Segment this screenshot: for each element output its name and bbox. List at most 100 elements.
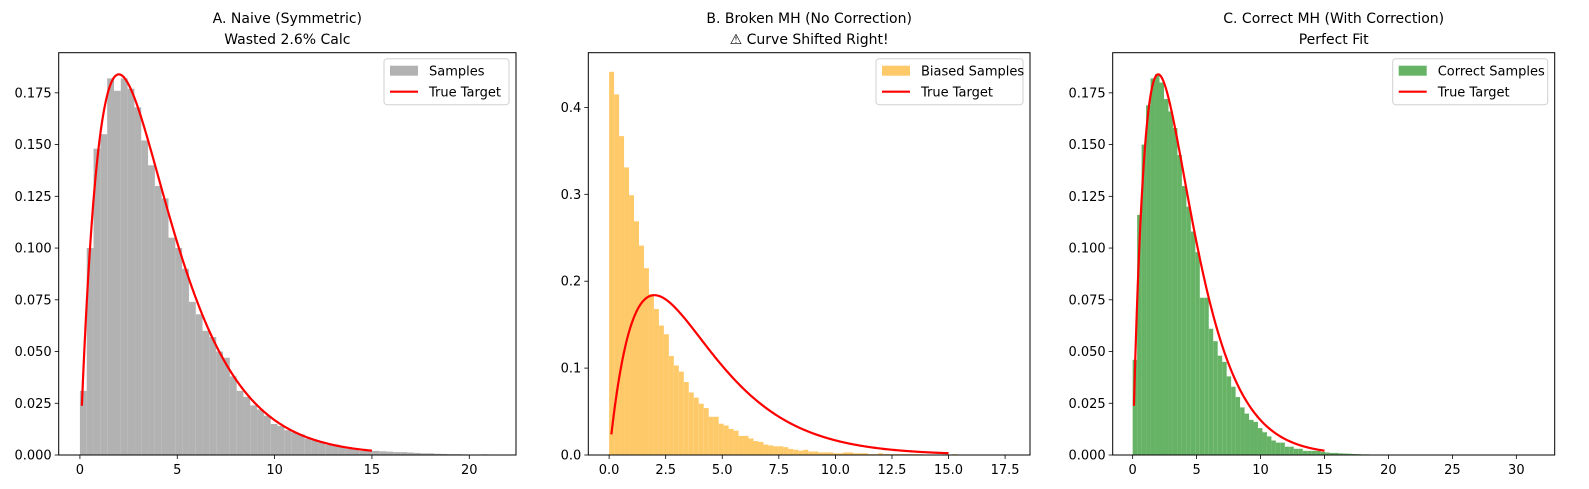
histogram-bar: [427, 453, 435, 455]
histogram-bar: [1347, 453, 1352, 455]
histogram-bar: [688, 392, 694, 455]
histogram-bar: [100, 134, 108, 455]
panel-a-axes-frame: [58, 52, 517, 456]
histogram-bar: [325, 444, 333, 455]
true-target-curve: [610, 294, 949, 455]
histogram-bar: [441, 453, 448, 455]
histogram-bar: [803, 449, 809, 455]
histogram-bar: [638, 245, 644, 455]
histogram-bar: [168, 237, 176, 455]
x-tick-label: 5: [1192, 463, 1200, 478]
histogram-bar: [713, 416, 719, 455]
histogram-bar: [1334, 452, 1339, 455]
histogram-bar: [297, 434, 305, 455]
histogram-bar: [127, 88, 135, 455]
histogram-bar: [1325, 452, 1330, 455]
legend-swatch-histogram: [1398, 65, 1427, 76]
histogram-bar: [758, 441, 764, 455]
histogram-bar: [1190, 231, 1196, 455]
histogram-bar: [838, 453, 844, 455]
histogram-bar: [161, 198, 169, 455]
y-tick-label: 0.1: [561, 362, 582, 377]
histogram-bar: [1302, 450, 1308, 455]
histogram-bar: [359, 450, 367, 455]
histogram-bar: [813, 451, 819, 455]
panel-b: B. Broken MH (No Correction) ⚠ Curve Shi…: [561, 11, 1031, 478]
histogram-bar: [833, 453, 839, 455]
legend-swatch-histogram: [390, 65, 418, 76]
histogram-bar: [818, 452, 824, 455]
histogram-bar: [1280, 442, 1285, 455]
histogram-bar: [345, 448, 353, 455]
y-tick-label: 0.075: [1068, 293, 1105, 308]
true-target-curve: [1132, 73, 1325, 452]
panel-c-axes-frame: [1112, 52, 1556, 456]
histogram-bar: [1235, 397, 1241, 455]
histogram-bar: [113, 90, 121, 456]
histogram-bar: [1217, 355, 1223, 455]
histogram-bar: [753, 441, 759, 455]
y-tick-label: 0.100: [1068, 242, 1105, 257]
histogram-bar: [1137, 214, 1142, 455]
histogram-bar: [175, 248, 183, 455]
histogram-bar: [257, 409, 264, 455]
y-tick-label: 0.150: [1068, 138, 1105, 153]
histogram-bar: [141, 140, 149, 455]
x-tick-label: 15.0: [934, 463, 963, 478]
histogram-bar: [1316, 450, 1321, 455]
histogram-bar: [79, 390, 87, 455]
histogram-bar: [1177, 154, 1182, 456]
histogram-bar: [263, 415, 271, 455]
histogram-bar: [733, 430, 739, 455]
histogram-bar: [154, 185, 162, 455]
x-tick-label: 0: [76, 463, 84, 478]
histogram-bar: [188, 301, 196, 455]
histogram-bar: [270, 423, 278, 455]
y-tick-label: 0.125: [1068, 190, 1105, 205]
panel-c-histogram: [1132, 74, 1388, 456]
histogram-bar: [768, 445, 774, 455]
y-tick-label: 0.100: [14, 242, 51, 257]
panel-c-title-line2: Perfect Fit: [1299, 32, 1369, 48]
panel-c-legend: Correct Samples True Target: [1392, 58, 1549, 106]
histogram-bar: [1289, 446, 1294, 455]
x-tick-label: 10: [266, 463, 283, 478]
histogram-bar: [619, 136, 625, 455]
histogram-bar: [1298, 448, 1303, 455]
histogram-bar: [134, 107, 142, 455]
panel-b-histogram: [609, 71, 958, 456]
x-tick-label: 30: [1508, 463, 1525, 478]
y-tick-label: 0.000: [14, 449, 51, 464]
histogram-bar: [107, 78, 114, 455]
histogram-bar: [318, 442, 326, 455]
histogram-bar: [1293, 448, 1299, 455]
legend-label-line: True Target: [428, 86, 501, 101]
histogram-bar: [1204, 297, 1209, 455]
histogram-bar: [1307, 450, 1312, 455]
histogram-bar: [634, 221, 639, 455]
histogram-bar: [352, 448, 360, 455]
histogram-bar: [120, 78, 128, 455]
histogram-bar: [653, 309, 659, 455]
histogram-bar: [216, 351, 224, 455]
y-tick-label: 0.025: [14, 397, 51, 412]
histogram-bar: [434, 453, 442, 455]
x-tick-label: 10: [1252, 463, 1269, 478]
histogram-bar: [698, 403, 704, 455]
histogram-bar: [1329, 452, 1335, 455]
histogram-bar: [1311, 450, 1317, 455]
y-tick-label: 0.175: [1068, 86, 1105, 101]
legend-label-histogram: Correct Samples: [1438, 65, 1545, 80]
histogram-bar: [243, 397, 251, 455]
histogram-bar: [1195, 252, 1200, 455]
histogram-bar: [148, 165, 155, 455]
histogram-bar: [648, 294, 654, 455]
panel-a-title-line2: Wasted 2.6% Calc: [224, 32, 350, 48]
legend-box: [1392, 58, 1549, 106]
histogram-bar: [1141, 144, 1147, 456]
panel-a-title-line1: A. Naive (Symmetric): [213, 11, 362, 27]
histogram-bar: [848, 452, 854, 455]
x-tick-label: 0: [1129, 463, 1137, 478]
y-tick-label: 0.075: [14, 293, 51, 308]
